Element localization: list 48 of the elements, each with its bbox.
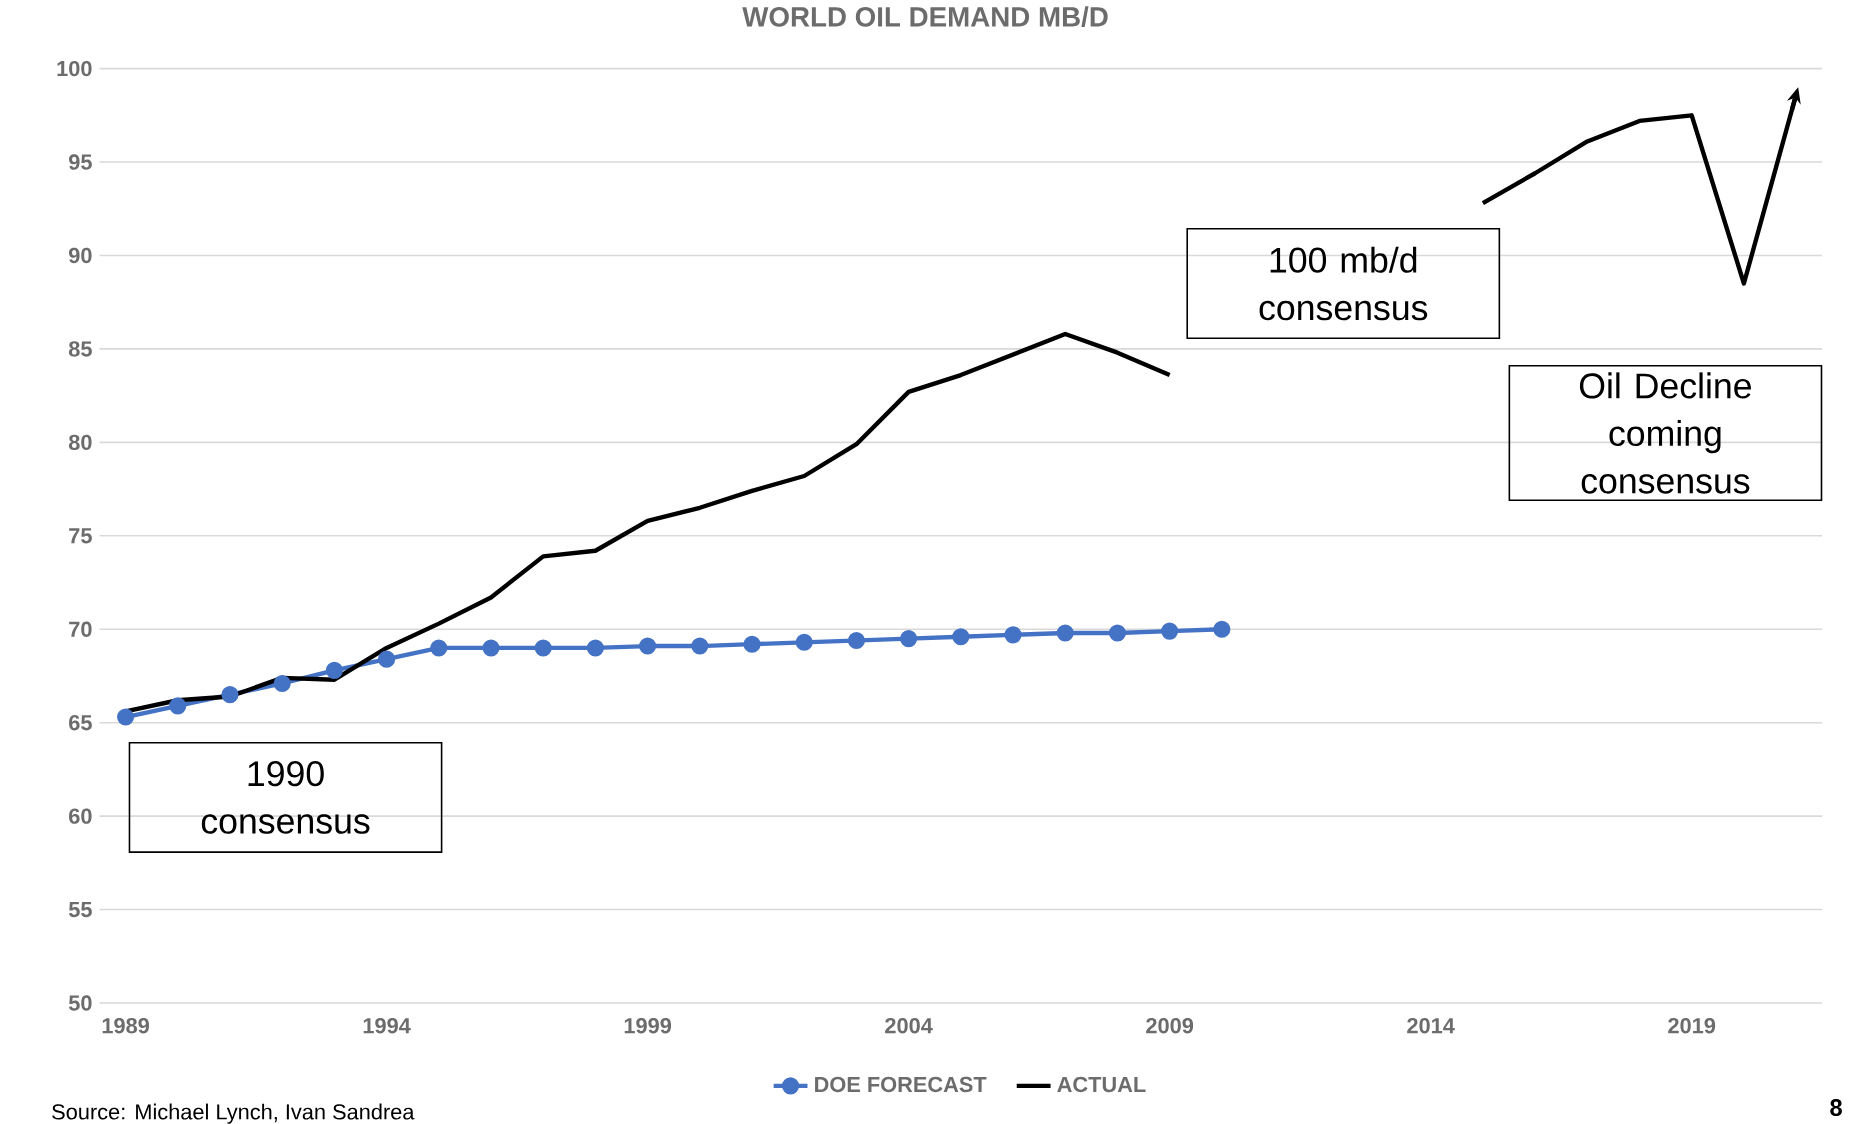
point xyxy=(1108,624,1126,642)
point xyxy=(1161,622,1179,640)
point xyxy=(430,639,448,657)
y-tick-label: 75 xyxy=(69,528,92,544)
y-tick-label: 65 xyxy=(69,714,92,731)
y-tick-label: 90 xyxy=(68,247,92,264)
y-tick-label: 85 xyxy=(68,341,92,357)
y-tick-label: 55 xyxy=(68,901,92,918)
annotation: Oil Decline coming consensus xyxy=(1579,372,1751,494)
chart-title: WORLD OIL DEMAND MB/D xyxy=(742,6,1108,27)
x-tick-label: 2019 xyxy=(1668,1017,1716,1034)
point xyxy=(586,639,604,657)
legend-label: ACTUAL xyxy=(1057,1076,1146,1093)
point xyxy=(743,635,761,653)
y-tick-label: 50 xyxy=(68,995,92,1011)
x-tick-label: 1999 xyxy=(624,1017,672,1034)
point xyxy=(795,633,813,651)
source-note: Source: Michael Lynch, Ivan Sandrea xyxy=(52,1103,415,1124)
point xyxy=(952,628,970,646)
annotation: 1990 consensus xyxy=(201,760,370,834)
point xyxy=(691,637,709,655)
point xyxy=(117,708,135,726)
y-tick-label: 80 xyxy=(68,434,92,450)
x-tick-label: 2009 xyxy=(1146,1017,1194,1034)
point xyxy=(1213,620,1231,638)
point xyxy=(1056,624,1074,642)
point xyxy=(847,631,865,649)
y-tick-label: 100 xyxy=(57,60,92,77)
y-tick-label: 95 xyxy=(68,154,92,170)
annotation: 100 mb/d consensus xyxy=(1259,246,1428,321)
point xyxy=(378,650,396,668)
point xyxy=(1004,626,1022,644)
x-tick-label: 2014 xyxy=(1407,1017,1455,1034)
point xyxy=(900,629,918,647)
point xyxy=(221,685,239,704)
point xyxy=(639,637,657,655)
point xyxy=(273,674,291,692)
y-tick-label: 60 xyxy=(69,808,92,824)
x-tick-label: 1994 xyxy=(363,1017,411,1034)
text: 8 xyxy=(1830,1098,1842,1116)
x-tick-label: 1989 xyxy=(102,1017,149,1034)
point xyxy=(482,639,500,657)
legend-label: DOE FORECAST xyxy=(815,1076,987,1093)
point xyxy=(534,639,552,657)
point xyxy=(325,661,343,679)
point xyxy=(169,697,187,715)
y-tick-label: 70 xyxy=(69,621,92,637)
x-tick-label: 2004 xyxy=(885,1017,933,1034)
